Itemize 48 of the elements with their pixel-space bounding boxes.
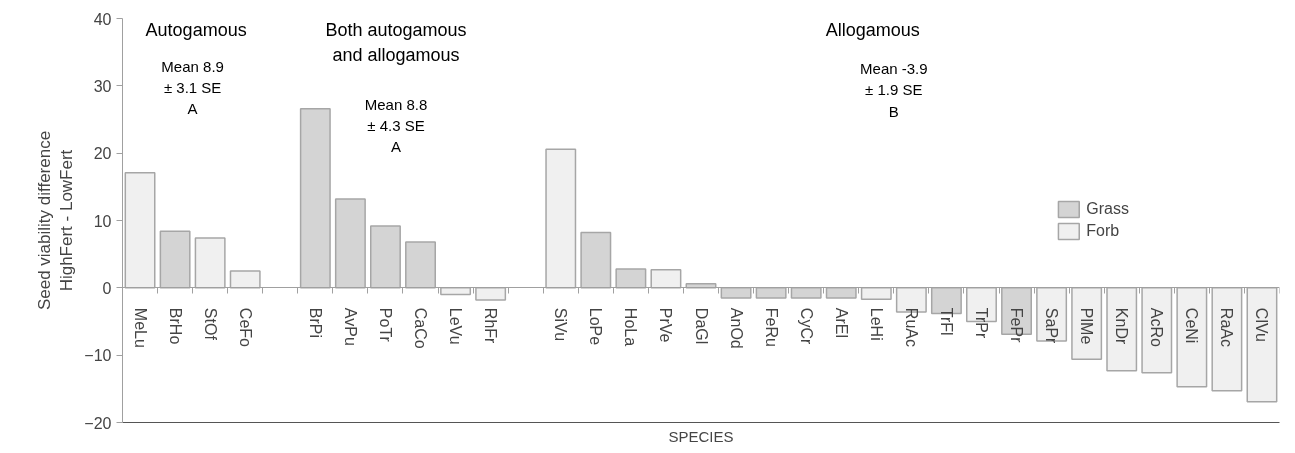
x-tick-label: BrHo xyxy=(166,307,184,345)
x-tick-label: RuAc xyxy=(902,307,920,347)
x-tick-label: CaCo xyxy=(412,307,430,349)
x-tick-label: PoTr xyxy=(376,307,394,343)
x-tick-label: HoLa xyxy=(622,307,640,347)
legend-label: Forb xyxy=(1086,222,1120,240)
x-tick-label: RhFr xyxy=(482,307,500,345)
x-tick-label: SiVu xyxy=(552,307,570,342)
x-tick-label: LoPe xyxy=(587,307,605,346)
x-tick-label: StOf xyxy=(201,307,219,341)
annotation: Both autogamous and allogamous xyxy=(325,19,467,65)
x-tick-label: PlMe xyxy=(1078,307,1096,345)
x-tick-label: AvPu xyxy=(341,307,359,346)
x-tick-label: AcRo xyxy=(1148,307,1166,348)
x-tick-label: FeRu xyxy=(762,307,780,347)
x-axis-title: SPECIES xyxy=(668,427,734,445)
x-tick-label: TrPr xyxy=(972,307,990,340)
x-tick-label: LeHi xyxy=(867,307,885,341)
annotation: Mean 8.8 ± 4.3 SE A xyxy=(364,95,428,156)
y-tick-label: 0 xyxy=(102,279,112,297)
y-tick-label: 30 xyxy=(93,77,112,95)
x-tick-label: DaGl xyxy=(692,307,710,345)
x-tick-label: KnDr xyxy=(1113,307,1131,345)
x-tick-label: LeVu xyxy=(447,307,465,345)
x-tick-label: MeLu xyxy=(131,307,149,348)
x-tick-label: ArEl xyxy=(832,307,850,339)
x-tick-label: CeFo xyxy=(236,307,254,348)
annotation: Mean 8.9 ± 3.1 SE A xyxy=(161,57,224,118)
y-tick-label: 40 xyxy=(93,10,112,28)
annotation: Autogamous xyxy=(145,19,247,40)
y-tick-label: −10 xyxy=(84,347,112,365)
x-tick-label: FePr xyxy=(1008,307,1026,344)
x-tick-label: SaPr xyxy=(1043,307,1061,345)
y-axis-title: Seed viability difference HighFert - LowFert xyxy=(34,130,77,311)
x-tick-label: AnOd xyxy=(727,307,745,349)
x-tick-label: TrFl xyxy=(937,307,955,336)
x-tick-label: PrVe xyxy=(657,307,675,343)
annotation: Mean -3.9 ± 1.9 SE B xyxy=(860,60,928,120)
x-tick-label: BrPi xyxy=(306,307,324,339)
y-tick-label: −20 xyxy=(84,414,112,432)
x-tick-label: CeNi xyxy=(1183,307,1201,344)
annotation: Allogamous xyxy=(825,19,920,40)
y-tick-label: 10 xyxy=(93,212,112,230)
y-tick-label: 20 xyxy=(93,145,112,163)
x-tick-label: ClVu xyxy=(1253,307,1271,342)
x-tick-label: CyCr xyxy=(797,307,815,345)
legend-label: Grass xyxy=(1086,200,1129,218)
x-tick-label: RaAc xyxy=(1218,307,1236,347)
